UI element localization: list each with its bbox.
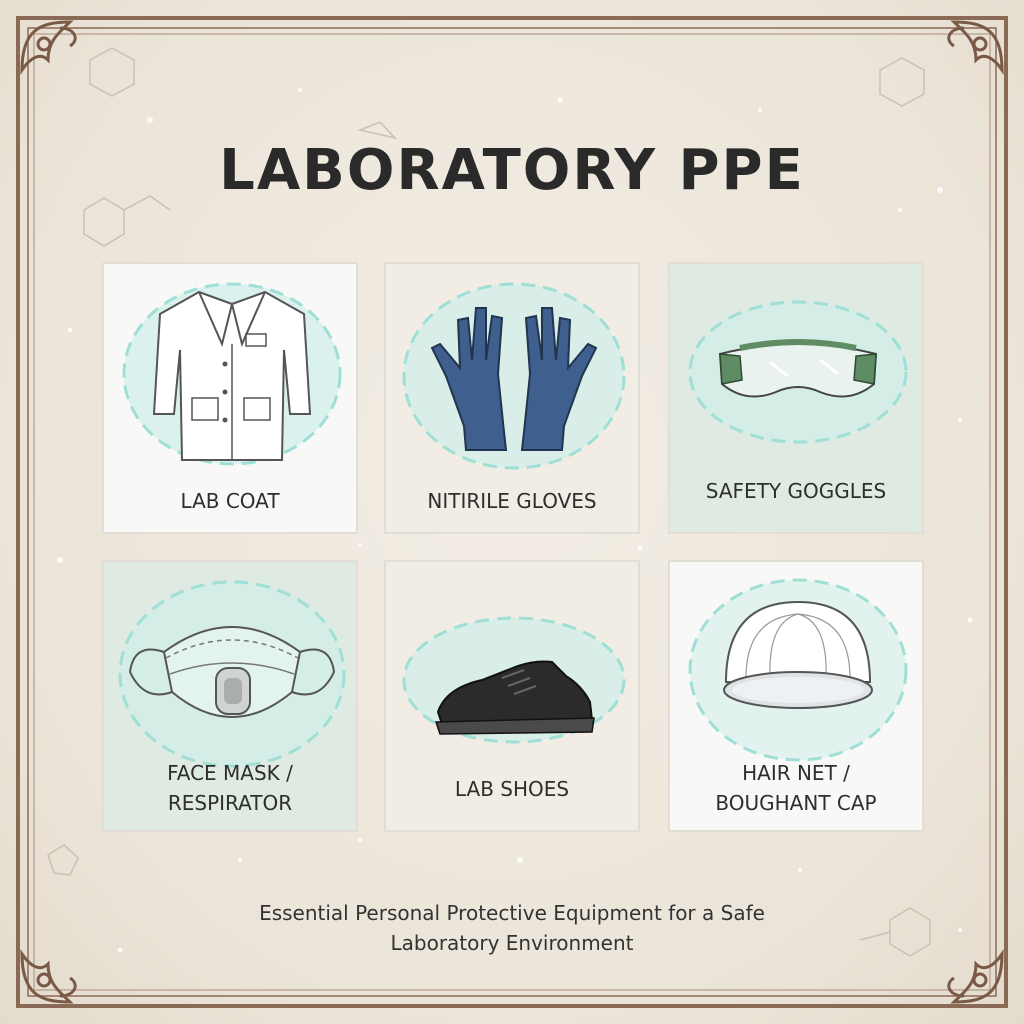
respirator-mask-icon xyxy=(118,580,346,768)
respirator-label-line2: RESPIRATOR xyxy=(167,791,293,815)
goggles-icon xyxy=(688,300,908,444)
corner-ornament-bottom-left xyxy=(20,949,77,1004)
corner-ornament-bottom-right xyxy=(947,949,1004,1004)
corner-ornament-top-left xyxy=(20,20,77,75)
goggles-label: SAFETY GOGGLES xyxy=(705,479,887,503)
gloves-label: NITIRILE GLOVES xyxy=(427,489,597,513)
respirator-label: FACE MASK / RESPIRATOR xyxy=(104,758,356,818)
ppe-card-lab-coat: LAB COAT xyxy=(102,262,358,534)
footer-line2: Laboratory Environment xyxy=(390,931,634,955)
hair-cap-icon xyxy=(688,578,908,762)
molecule-sketch-decoration xyxy=(47,47,931,957)
shoes-label: LAB SHOES xyxy=(454,777,570,801)
hair-cap-label: HAIR NET / BOUGHANT CAP xyxy=(670,758,922,818)
footer-caption: Essential Personal Protective Equipment … xyxy=(0,898,1024,958)
footer-line1: Essential Personal Protective Equipment … xyxy=(259,901,765,925)
corner-ornament-top-right xyxy=(947,20,1004,75)
respirator-label-line1: FACE MASK / xyxy=(167,761,293,785)
ppe-card-gloves: NITIRILE GLOVES xyxy=(384,262,640,534)
ppe-card-respirator: FACE MASK / RESPIRATOR xyxy=(102,560,358,832)
hair-cap-label-line1: HAIR NET / xyxy=(742,761,850,785)
sparkle-dots-decoration xyxy=(57,88,973,953)
ppe-card-hair-cap: HAIR NET / BOUGHANT CAP xyxy=(668,560,924,832)
lab-coat-icon xyxy=(122,282,342,466)
shoe-icon xyxy=(402,616,626,744)
gloves-icon xyxy=(402,282,626,470)
ppe-card-shoes: LAB SHOES xyxy=(384,560,640,832)
lab-coat-label: LAB COAT xyxy=(180,489,280,513)
hair-cap-label-line2: BOUGHANT CAP xyxy=(715,791,877,815)
ppe-card-goggles: SAFETY GOGGLES xyxy=(668,262,924,534)
page-title: LABORATORY PPE xyxy=(219,138,805,203)
